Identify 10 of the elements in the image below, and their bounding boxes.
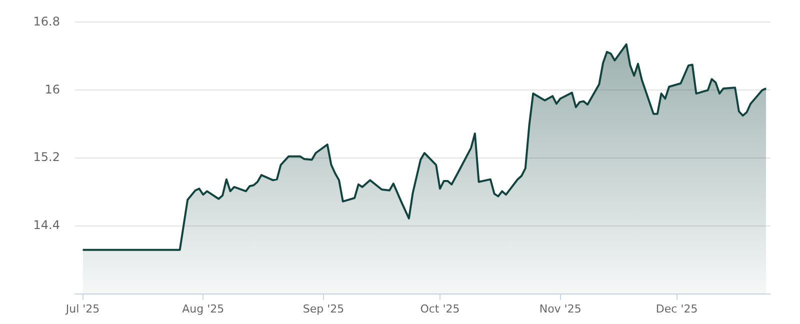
y-tick-label: 16 [44, 82, 60, 96]
x-tick-label: Aug '25 [182, 302, 224, 316]
x-tick-label: Jul '25 [64, 302, 100, 316]
y-tick-label: 15.2 [33, 150, 60, 164]
y-tick-label: 16.8 [33, 14, 60, 28]
x-tick-label: Oct '25 [420, 302, 460, 316]
x-tick-label: Sep '25 [302, 302, 344, 316]
x-tick-label: Dec '25 [656, 302, 698, 316]
y-tick-label: 14.4 [33, 218, 60, 232]
x-tick-label: Nov '25 [539, 302, 582, 316]
